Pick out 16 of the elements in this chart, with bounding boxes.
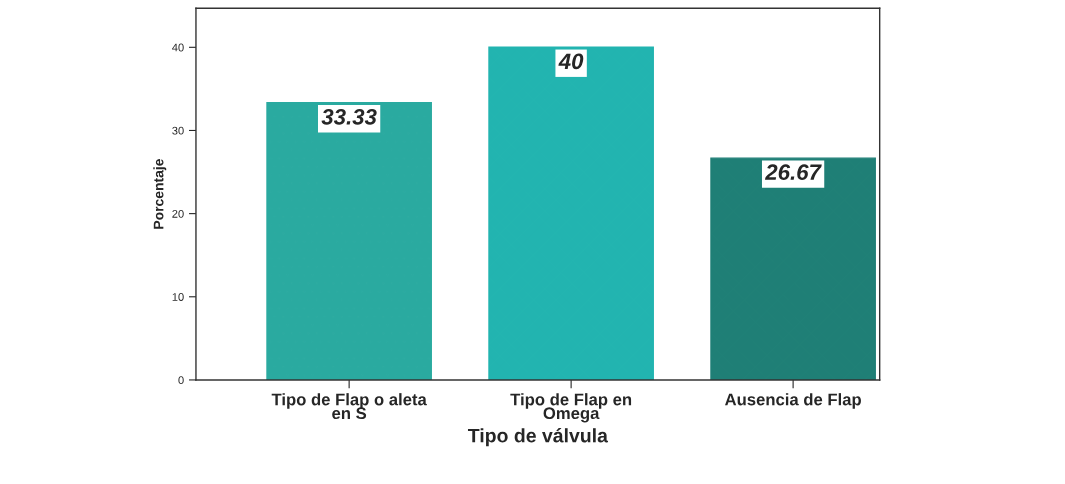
y-tick-label: 20	[172, 209, 184, 218]
data-label: 40	[558, 53, 584, 70]
bar	[266, 102, 432, 380]
y-tick-label: 40	[172, 43, 184, 52]
x-axis-title: Tipo de válvula	[467, 428, 609, 447]
x-tick-label: Tipo de Flap o aleta en S	[271, 393, 427, 420]
x-tick-label: Tipo de Flap en Omega	[510, 393, 632, 423]
y-tick-label: 30	[172, 126, 184, 135]
data-label: 26.67	[764, 164, 822, 181]
x-tick-label: Ausencia de Flap	[725, 393, 861, 409]
y-tick-label: 10	[172, 293, 184, 301]
bar	[488, 46, 654, 380]
y-tick-label: 0	[178, 376, 184, 385]
y-axis-title: Porcentaje	[153, 159, 167, 229]
bar	[710, 157, 876, 380]
data-label: 33.33	[321, 108, 377, 125]
